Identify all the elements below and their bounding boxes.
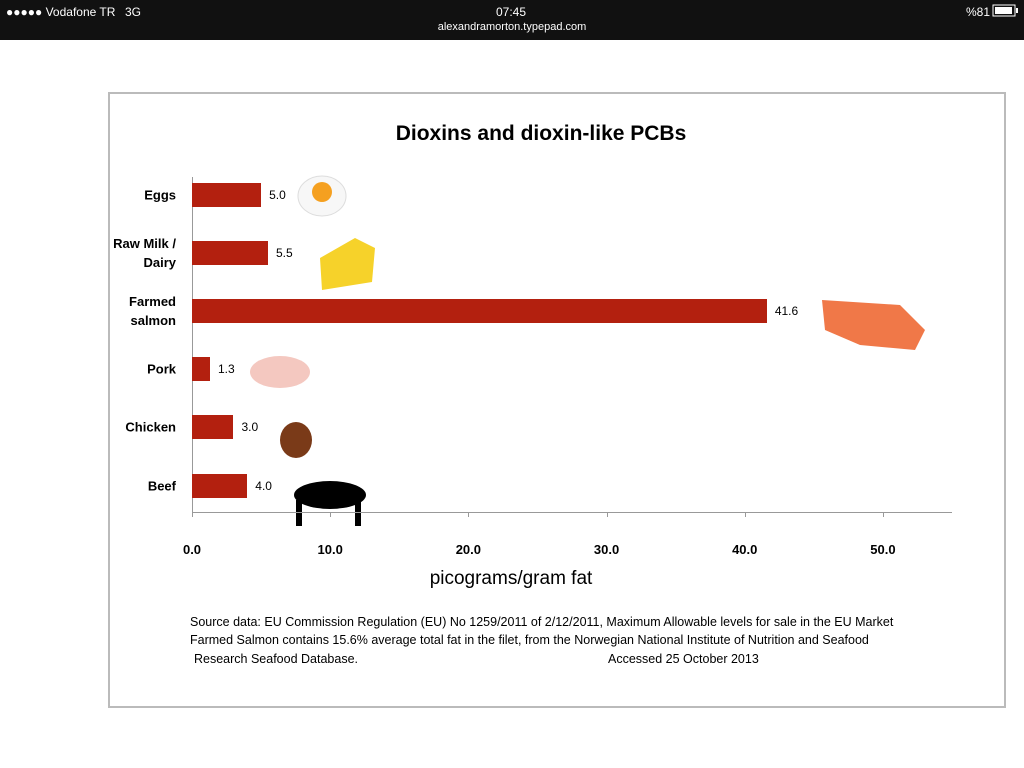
category-label: Pork: [147, 361, 176, 377]
y-axis: [192, 177, 193, 512]
x-axis-title: picograms/gram fat: [429, 568, 593, 589]
bar: [192, 473, 248, 498]
value-label: 5.0: [269, 188, 286, 202]
x-tick-label: 50.0: [870, 542, 896, 557]
network: 3G: [125, 5, 142, 19]
x-tick: [882, 512, 884, 517]
x-tick: [468, 512, 470, 517]
x-tick-label: 40.0: [732, 542, 758, 557]
x-tick: [606, 512, 608, 517]
x-tick-label: 30.0: [593, 542, 620, 557]
category-label: Eggs: [144, 187, 176, 203]
value-label: 41.6: [774, 304, 799, 319]
status-bar: ●●●●● Vodafone TR 3G 07:45 alexandramort…: [0, 0, 1024, 40]
clock: 07:45: [496, 5, 527, 19]
x-tick-label: 20.0: [455, 542, 482, 557]
bar: [192, 183, 262, 207]
note: Source data: EU Commission Regulation (E…: [190, 615, 894, 629]
x-axis: [192, 512, 952, 513]
carrier: ●●●●● Vodafone TR: [6, 5, 116, 19]
value-label: 1.3: [217, 362, 235, 377]
category-label: Farmed salmon: [129, 294, 176, 329]
category-label: Raw Milk / Dairy: [113, 236, 176, 271]
x-tick-label: 0.0: [182, 542, 202, 557]
value-label: 4.0: [255, 478, 272, 493]
x-tick: [744, 512, 746, 517]
bar: [192, 241, 268, 266]
value-label: 3.0: [241, 420, 259, 435]
battery-text: %81: [966, 5, 991, 19]
category-label: Beef: [147, 478, 176, 494]
url[interactable]: alexandramorton.typepad.com: [437, 21, 587, 33]
note: Accessed 25 October 2013: [608, 652, 759, 666]
x-tick: [330, 512, 332, 517]
x-tick-label: 10.0: [317, 542, 343, 557]
bar: [192, 357, 210, 382]
note: Research Seafood Database.: [194, 652, 358, 666]
value-label: 5.5: [276, 246, 293, 261]
bar: [192, 299, 767, 324]
category-label: Chicken: [125, 419, 176, 435]
bar: [192, 415, 234, 440]
battery-icon: [992, 4, 1018, 17]
chart-title: Dioxins and dioxin-like PCBs: [395, 122, 687, 145]
x-tick: [192, 512, 193, 517]
note: Farmed Salmon contains 15.6% average tot…: [190, 633, 869, 647]
chart-frame: [108, 92, 1006, 708]
